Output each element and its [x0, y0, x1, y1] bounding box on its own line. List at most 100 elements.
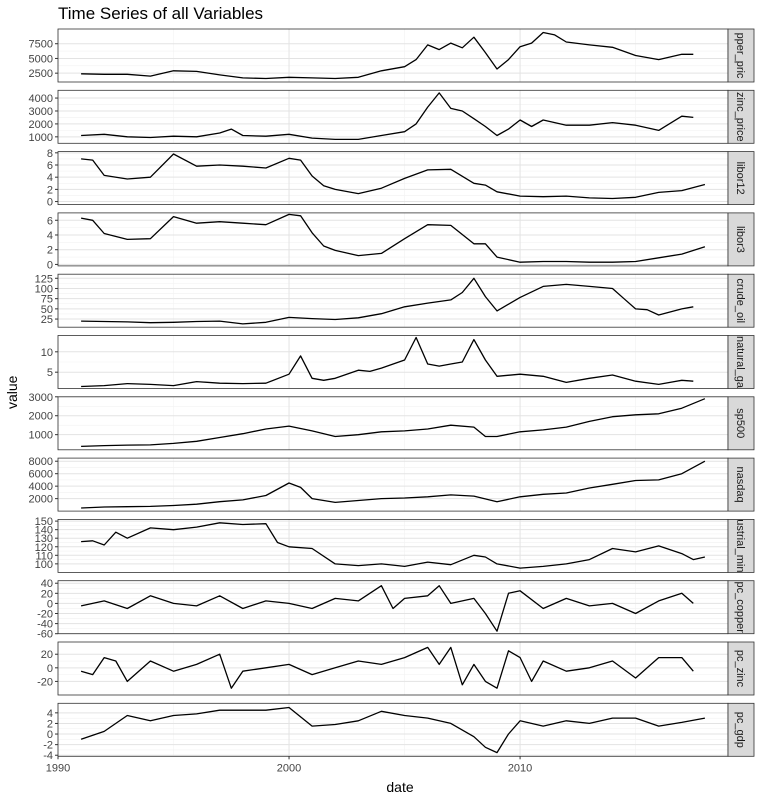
facet-strip-label: pc_zinc: [734, 650, 746, 688]
series-line-sp500: [81, 398, 706, 448]
panel-background: [58, 274, 728, 328]
panel-background: [58, 519, 728, 573]
facet-strip: [727, 519, 755, 573]
y-tick-label: 0: [47, 197, 53, 209]
facet-strip: [727, 273, 755, 328]
y-tick-label: -20: [37, 676, 53, 688]
facet-strip-label: zinc_price: [734, 92, 746, 142]
panel-background: [58, 458, 728, 512]
y-tick-label: -20: [37, 609, 53, 621]
y-tick-label: 2000: [29, 411, 53, 423]
y-tick-label: -40: [37, 619, 53, 631]
y-tick-label: 2: [47, 245, 53, 257]
y-tick-label: 150: [35, 516, 53, 528]
y-tick-label: -4: [43, 750, 53, 762]
y-tick-label: 100: [35, 283, 53, 295]
y-tick-label: 8000: [29, 456, 53, 468]
y-tick-label: 140: [35, 525, 53, 537]
series-line-pc_gdp: [80, 706, 706, 754]
series-line-pc_copper: [80, 585, 694, 632]
facet-strip-label: sp500: [734, 408, 746, 438]
y-tick-label: 110: [35, 550, 53, 562]
facet-strip: [727, 89, 755, 144]
panel-background: [58, 90, 728, 144]
y-tick-label: 2000: [29, 494, 53, 506]
y-tick-label: 50: [41, 304, 53, 316]
chart-title: Time Series of all Variables: [58, 4, 264, 23]
y-tick-label: -2: [43, 740, 53, 752]
panel-background: [58, 642, 728, 695]
facet-strip-label: pc_gdp: [734, 712, 746, 748]
panel-background: [58, 151, 728, 205]
series-line-libor12: [81, 153, 706, 200]
y-tick-label: 0: [47, 729, 53, 741]
y-tick-label: 20: [41, 588, 53, 600]
x-tick-label: 2000: [277, 762, 301, 774]
series-line-natural_gas: [81, 336, 694, 388]
y-tick-label: 25: [41, 314, 53, 326]
y-tick-label: 6000: [29, 469, 53, 481]
y-tick-label: 75: [41, 294, 53, 306]
y-tick-label: 6: [47, 215, 53, 227]
y-tick-label: 40: [41, 578, 53, 590]
y-tick-label: 8: [47, 148, 53, 160]
y-tick-label: 100: [35, 559, 53, 571]
series-line-zinc_price: [81, 92, 694, 141]
facet-strip-label: crude_oil: [734, 278, 746, 323]
x-axis-label: date: [386, 779, 414, 795]
facet-strip: [727, 335, 755, 389]
facet-strip: [727, 396, 755, 451]
y-tick-label: 0: [47, 259, 53, 271]
panel-background: [58, 396, 728, 450]
facet-strip-label: libor3: [734, 226, 746, 253]
facet-strip: [727, 702, 755, 757]
facet-strip-label: natural_ga: [734, 336, 746, 389]
y-tick-label: 2500: [29, 68, 53, 80]
facet-strip-label: pper_pric: [734, 33, 746, 79]
y-tick-label: 2: [47, 184, 53, 196]
y-tick-label: 20: [41, 649, 53, 661]
y-tick-label: 1000: [29, 132, 53, 144]
y-tick-label: 5: [47, 367, 53, 379]
y-tick-label: -60: [37, 629, 53, 641]
y-tick-label: 3000: [29, 106, 53, 118]
facet-strip-label: ustrial_min: [734, 519, 746, 572]
facet-strip: [727, 641, 755, 696]
panel-background: [58, 212, 728, 266]
y-tick-label: 7500: [29, 39, 53, 51]
y-tick-label: 0: [47, 663, 53, 675]
x-tick-label: 1990: [46, 762, 70, 774]
y-tick-label: 5000: [29, 53, 53, 65]
y-tick-label: 4000: [29, 481, 53, 493]
y-tick-label: 130: [35, 533, 53, 545]
y-tick-label: 4: [47, 708, 53, 720]
y-tick-label: 125: [35, 273, 53, 285]
series-line-crude_oil: [81, 277, 694, 325]
facet-strip: [727, 28, 755, 83]
facet-strip: [727, 212, 755, 267]
y-tick-label: 4: [47, 230, 53, 242]
y-tick-label: 4000: [29, 93, 53, 105]
facet-strip: [727, 580, 755, 635]
y-tick-label: 1000: [29, 430, 53, 442]
y-tick-label: 120: [35, 542, 53, 554]
y-tick-label: 4: [47, 172, 53, 184]
y-tick-label: 6: [47, 160, 53, 172]
y-tick-label: 10: [41, 347, 53, 359]
x-tick-label: 2010: [508, 762, 532, 774]
facet-strip-label: pc_copper: [734, 582, 746, 634]
series-line-copper_price: [81, 31, 694, 80]
facet-strip-label: nasdaq: [734, 467, 746, 503]
y-tick-label: 2000: [29, 119, 53, 131]
panel-background: [58, 703, 728, 757]
facet-strip-label: libor12: [734, 162, 746, 195]
series-line-pc_zinc: [80, 646, 694, 689]
series-line-nasdaq: [81, 460, 706, 509]
y-tick-label: 2: [47, 718, 53, 730]
series-line-industrial_mining: [81, 522, 706, 569]
y-tick-label: 3000: [29, 392, 53, 404]
y-tick-label: 0: [47, 598, 53, 610]
series-line-libor3: [80, 213, 706, 263]
facet-strip: [727, 151, 755, 206]
